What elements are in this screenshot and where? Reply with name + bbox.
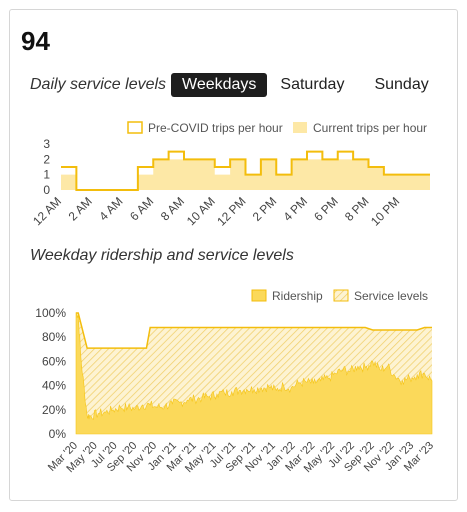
series-pre-covid-line (61, 150, 430, 191)
x-tick-label-6-pm: 6 PM (311, 194, 341, 224)
legend-swatch-pre-covid (127, 121, 143, 134)
legend-label-service-levels: Service levels (354, 289, 428, 303)
x-tick-label-8-am: 8 AM (158, 194, 187, 223)
y-tick-label-80: 80% (42, 330, 66, 344)
x-tick-label-10-am: 10 AM (184, 194, 218, 228)
x-tick-label-2-pm: 2 PM (250, 194, 280, 224)
service-level-chart: Pre-COVID trips per hour Current trips pe… (30, 121, 430, 229)
x-tick-label-8-pm: 8 PM (342, 194, 372, 224)
legend-label-current: Current trips per hour (313, 121, 427, 135)
y-tick-label-60: 60% (42, 354, 66, 368)
legend-swatch-service-levels (333, 289, 349, 302)
x-tick-label-10-pm: 10 PM (368, 194, 402, 228)
x-tick-label-12-am: 12 AM (30, 194, 64, 228)
y-tick-label-3: 3 (43, 137, 50, 151)
y-tick-label-2: 2 (43, 152, 50, 166)
service-levels-title: Daily service levels (30, 76, 167, 93)
y-tick-label-0: 0 (43, 183, 50, 197)
legend-swatch-ridership (251, 289, 267, 302)
x-tick-label-12-pm: 12 PM (214, 194, 248, 228)
service-legend: Pre-COVID trips per hour Current trips pe… (127, 121, 427, 135)
day-tabs: Weekdays Saturday Sunday (171, 73, 440, 97)
legend-label-ridership: Ridership (272, 289, 323, 303)
x-tick-label-2-am: 2 AM (66, 194, 95, 223)
x-tick-label-4-am: 4 AM (96, 194, 125, 223)
y-tick-label-1: 1 (43, 168, 50, 182)
legend-label-pre-covid: Pre-COVID trips per hour (148, 121, 283, 135)
y-tick-label-40: 40% (42, 379, 66, 393)
legend-swatch-current (293, 122, 307, 133)
ridership-chart: Ridership Service levels 0% 20% 40% 60% 80% 100… (35, 289, 436, 475)
x-tick-label-4-pm: 4 PM (280, 194, 310, 224)
series-ridership-area (75, 312, 433, 435)
series-service-levels-line (76, 312, 432, 349)
y-tick-label-0: 0% (49, 427, 67, 441)
ridership-legend: Ridership Service levels (251, 289, 428, 303)
y-tick-label-100: 100% (35, 306, 66, 320)
x-tick-label-6-am: 6 AM (127, 194, 156, 223)
ridership-title: Weekday ridership and service levels (30, 247, 294, 264)
tab-sunday[interactable]: Sunday (374, 76, 429, 93)
tab-saturday[interactable]: Saturday (280, 76, 345, 93)
tab-weekdays[interactable]: Weekdays (171, 73, 268, 97)
route-number: 94 (21, 26, 50, 56)
y-tick-label-20: 20% (42, 403, 66, 417)
